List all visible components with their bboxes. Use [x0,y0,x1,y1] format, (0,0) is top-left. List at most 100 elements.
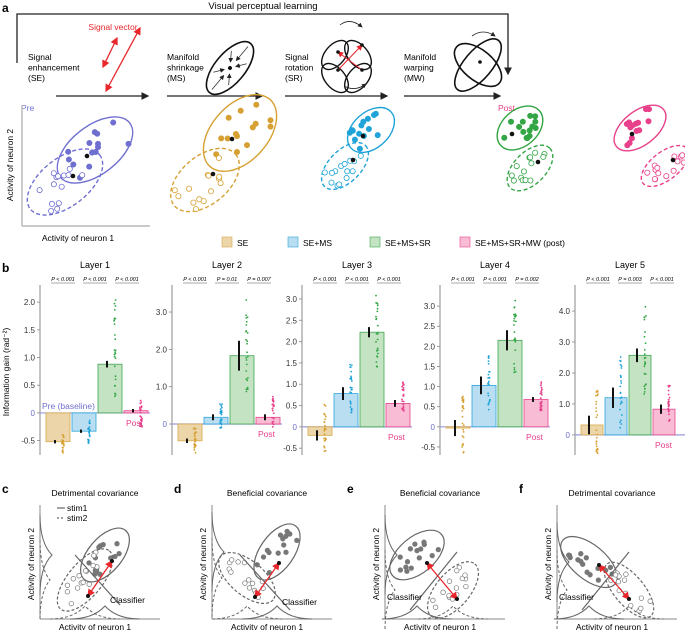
data-point [271,399,274,401]
stim1-ellipse [202,93,278,173]
neuron-response-dot [54,205,61,212]
stim2-marginal [39,539,51,621]
data-point [595,394,597,397]
response-dot [281,542,287,548]
data-point [402,400,405,403]
data-point [540,381,543,384]
response-dot [86,560,92,566]
data-point [643,365,646,368]
data-point [245,317,248,319]
data-point [246,342,248,345]
bar-se [445,426,471,429]
p-value: P < 0.001 [183,277,207,283]
response-dot [638,595,645,601]
layer-title: Layer 3 [342,260,372,270]
neuron-response-dot [336,181,343,188]
data-point [402,393,405,396]
data-point [377,333,379,335]
data-point [245,320,248,323]
stim1-legend-label: stim1 [67,503,88,513]
data-point [113,309,116,311]
data-point [375,365,378,368]
stage-label: shrinkage [167,63,204,73]
response-dot [64,589,71,595]
neuron-response-dot [58,183,65,190]
x-axis-label: Activity of neuron 1 [231,622,304,630]
data-point [272,412,275,415]
data-point [245,388,248,391]
neuron-response-dot [86,139,93,146]
panel-label: e [347,482,354,496]
neuron-response-dot [644,169,651,176]
p-value: P < 0.001 [451,277,475,283]
stage-label: (SR) [285,73,303,83]
stim1-ellipse [613,104,667,152]
data-point [539,384,542,387]
y-tick-label: 0 [566,431,571,440]
data-point [513,367,516,369]
data-point [595,450,598,453]
data-point [667,389,670,392]
y-axis-label: Activity of neuron 2 [371,528,381,601]
data-point [139,415,142,418]
panel-label: f [519,482,524,496]
chart-layer-1: Layer 1 P < 0.001 P < 0.001 P < 0.001 -0.5 0 0… [21,260,150,455]
stage-label: enhancement [28,63,80,73]
data-point [350,370,353,373]
data-point [596,394,599,397]
stim2-ellipse [603,561,655,619]
data-point [114,317,117,320]
population-cluster-4 [613,104,685,188]
neuron-response-dot [635,119,642,126]
data-point [246,351,249,354]
data-point [61,450,64,452]
data-point [513,371,516,374]
data-point [514,340,517,343]
data-point [193,438,196,441]
neuron-response-dot [507,118,514,125]
data-point [514,337,516,340]
panel-c: c Detrimental covariance Activity of neuro… [2,482,160,630]
legend-swatch [287,236,299,248]
data-point [61,439,64,441]
response-dot [429,552,435,559]
data-point [513,306,516,308]
response-dot [463,583,469,590]
data-point [349,386,352,389]
data-point [487,363,490,365]
neuron-response-dot [680,159,685,166]
data-point [323,440,326,442]
response-dot [567,554,573,561]
neuron-response-dot [349,127,356,134]
chart-layer-3: Layer 3 P < 0.001 P < 0.001 P < 0.001 -0.5 0 0… [283,260,412,455]
data-point [619,426,621,429]
data-point [350,407,353,410]
data-point [596,447,599,450]
data-point [595,410,598,413]
response-dot [100,541,106,548]
stage-label: Manifold [167,52,199,62]
data-point [376,338,379,341]
data-point [668,409,670,412]
stim2-ellipse [640,144,685,188]
neuron-response-dot [532,149,539,156]
response-dot [116,550,122,557]
legend-swatch [369,236,381,248]
data-point [271,417,274,419]
y-tick-label: 2.0 [24,298,36,307]
y-tick-label: 4.0 [559,307,571,316]
data-point [667,398,670,401]
data-point [246,316,249,318]
panel-label-b: b [2,261,9,275]
stim1-ellipse [496,105,544,151]
data-point [461,410,464,412]
data-point [114,395,116,398]
data-point [375,317,378,320]
stim2-legend-label: stim2 [67,513,88,523]
neuron-response-dot [343,174,350,181]
data-point [325,438,327,440]
p-value: P < 0.001 [313,277,337,283]
p-value: P < 0.001 [83,277,107,283]
